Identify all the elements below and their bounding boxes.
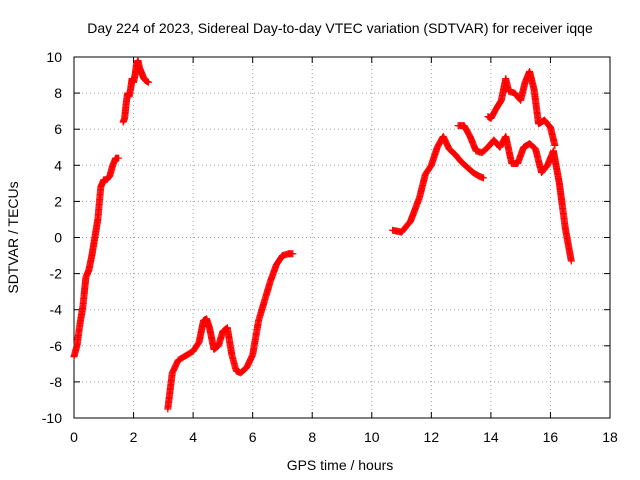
data-point	[143, 78, 151, 86]
grid	[74, 57, 610, 418]
y-tick-label: -2	[50, 266, 63, 282]
y-tick-label: -10	[42, 410, 62, 426]
x-tick-label: 2	[130, 429, 138, 445]
x-tick-label: 12	[424, 429, 440, 445]
data-point	[551, 141, 559, 149]
data-point	[479, 174, 487, 182]
data-point	[144, 78, 152, 86]
x-tick-label: 14	[483, 429, 499, 445]
y-tick-label: 8	[54, 85, 62, 101]
series-segment-1	[70, 154, 123, 361]
data-point	[289, 250, 297, 258]
x-axis-label: GPS time / hours	[287, 457, 394, 473]
y-tick-label: 0	[54, 230, 62, 246]
y-tick-label: -4	[50, 302, 63, 318]
y-axis-label: SDTVAR / TECUs	[5, 181, 21, 293]
y-tick-label: -6	[50, 338, 63, 354]
data-points	[70, 57, 575, 413]
x-tick-label: 8	[308, 429, 316, 445]
data-point	[115, 154, 123, 162]
x-tick-label: 4	[189, 429, 197, 445]
y-tick-label: 2	[54, 193, 62, 209]
series-segment-6	[484, 67, 559, 149]
y-tick-label: -8	[50, 374, 63, 390]
x-tick-label: 6	[249, 429, 257, 445]
chart-title: Day 224 of 2023, Sidereal Day-to-day VTE…	[87, 20, 593, 36]
plot-frame	[73, 56, 611, 419]
y-tick-label: 4	[54, 157, 62, 173]
x-tick-label: 10	[364, 429, 380, 445]
y-tick-label: 10	[46, 49, 62, 65]
series-segment-5	[454, 122, 575, 265]
x-tick-label: 18	[602, 429, 618, 445]
series-segment-3	[164, 250, 297, 413]
x-tick-label: 16	[543, 429, 559, 445]
data-point	[567, 257, 575, 265]
y-tick-label: 6	[54, 121, 62, 137]
series-segment-4	[389, 132, 487, 236]
x-tick-label: 0	[70, 429, 78, 445]
series-segment-2	[119, 57, 152, 126]
